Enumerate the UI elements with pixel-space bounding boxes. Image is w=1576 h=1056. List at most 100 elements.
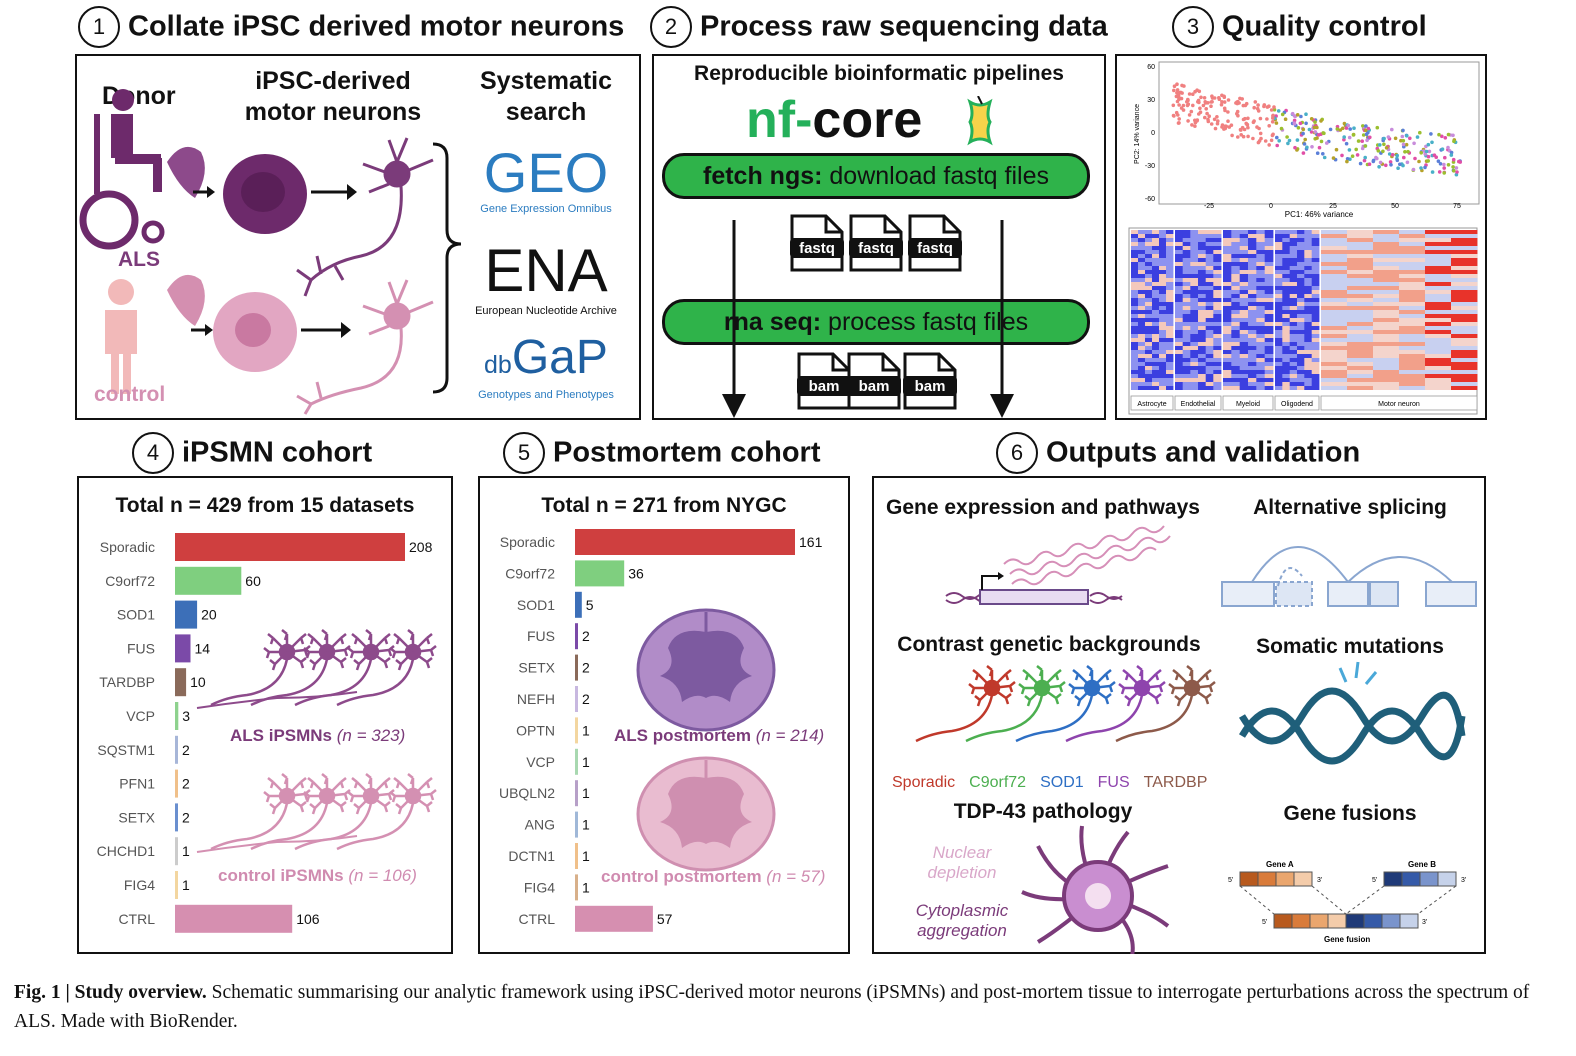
- heatmap-cell: [1289, 310, 1298, 314]
- pca-point: [1322, 155, 1327, 160]
- heatmap-cell: [1131, 362, 1139, 366]
- pca-point: [1270, 120, 1275, 124]
- heatmap-label: Oligodend: [1281, 401, 1313, 408]
- heatmap-cell: [1190, 302, 1199, 306]
- heatmap-cell: [1198, 302, 1207, 306]
- heatmap-cell: [1182, 382, 1191, 386]
- heatmap-cell: [1264, 290, 1274, 294]
- pca-point: [1295, 113, 1300, 117]
- heatmap-cell: [1256, 318, 1265, 322]
- bar-category-label: CTRL: [518, 911, 555, 927]
- pca-point: [1309, 117, 1314, 121]
- heatmap-cell: [1205, 250, 1214, 254]
- pca-point: [1190, 123, 1194, 127]
- heatmap-cell: [1264, 262, 1274, 266]
- heatmap-cell: [1223, 250, 1232, 254]
- pca-point: [1246, 134, 1250, 139]
- heatmap-cell: [1282, 334, 1290, 338]
- pca-point: [1386, 135, 1391, 139]
- heatmap-cell: [1213, 342, 1222, 346]
- heatmap-cell: [1166, 326, 1174, 330]
- heatmap-cell: [1297, 278, 1305, 282]
- bar-category-label: TARDBP: [99, 674, 155, 690]
- pca-point: [1371, 158, 1376, 163]
- heatmap-cell: [1264, 338, 1274, 342]
- pca-point: [1276, 109, 1281, 113]
- heatmap-cell: [1425, 370, 1452, 374]
- heatmap-cell: [1282, 362, 1290, 366]
- heatmap-cell: [1145, 298, 1153, 302]
- heatmap-cell: [1182, 318, 1191, 322]
- heatmap-cell: [1213, 250, 1222, 254]
- heatmap-cell: [1373, 382, 1400, 386]
- heatmap-cell: [1373, 278, 1400, 282]
- neuron-icon: [915, 665, 1016, 743]
- heatmap-cell: [1138, 258, 1146, 262]
- heatmap-cell: [1152, 378, 1160, 382]
- pca-xtick: 50: [1391, 203, 1399, 210]
- heatmap-cell: [1321, 262, 1348, 266]
- heatmap-cell: [1297, 334, 1305, 338]
- heatmap-cell: [1152, 386, 1160, 390]
- heatmap-cell: [1373, 334, 1400, 338]
- pca-point: [1358, 161, 1363, 166]
- heatmap-cell: [1399, 266, 1426, 270]
- pca-point: [1396, 166, 1400, 170]
- heatmap-cell: [1166, 294, 1174, 298]
- heatmap-cell: [1182, 238, 1191, 242]
- five-prime-b: 5': [1372, 877, 1377, 884]
- heatmap-cell: [1175, 322, 1184, 326]
- heatmap-cell: [1205, 314, 1214, 318]
- heatmap-cell: [1175, 266, 1184, 270]
- heatmap-cell: [1275, 314, 1283, 318]
- heatmap-cell: [1239, 298, 1249, 302]
- heatmap-cell: [1347, 346, 1374, 350]
- pca-point: [1191, 92, 1195, 96]
- heatmap-cell: [1425, 362, 1452, 366]
- heatmap-cell: [1248, 314, 1257, 318]
- panel-2-title: 2 Process raw sequencing data: [650, 6, 1108, 48]
- heatmap-cell: [1264, 286, 1274, 290]
- heatmap-cell: [1166, 350, 1174, 354]
- pca-point: [1310, 145, 1314, 149]
- heatmap-cell: [1289, 302, 1298, 306]
- heatmap-cell: [1399, 306, 1426, 310]
- heatmap-cell: [1373, 386, 1400, 390]
- heatmap-cell: [1399, 374, 1426, 378]
- heatmap-cell: [1256, 382, 1265, 386]
- heatmap-cell: [1138, 334, 1146, 338]
- bar: [175, 566, 242, 595]
- heatmap-cell: [1248, 262, 1257, 266]
- heatmap-cell: [1256, 330, 1265, 334]
- heatmap-cell: [1166, 290, 1174, 294]
- pca-xtick: 0: [1269, 203, 1273, 210]
- heatmap-cell: [1152, 286, 1160, 290]
- pca-point: [1390, 127, 1394, 132]
- heatmap-cell: [1205, 242, 1214, 246]
- heatmap-cell: [1373, 310, 1400, 314]
- heatmap-cell: [1205, 366, 1214, 370]
- motor-neuron-icon-control: [296, 279, 434, 415]
- heatmap-cell: [1138, 306, 1146, 310]
- heatmap-cell: [1451, 318, 1478, 322]
- heatmap-cell: [1145, 262, 1153, 266]
- heatmap-cell: [1190, 350, 1199, 354]
- heatmap-cell: [1289, 342, 1298, 346]
- heatmap-cell: [1182, 302, 1191, 306]
- heatmap-cell: [1311, 238, 1320, 242]
- bar-category-label: CHCHD1: [97, 843, 156, 859]
- pca-point: [1417, 159, 1421, 164]
- pca-point: [1449, 153, 1454, 157]
- heatmap-cell: [1311, 302, 1320, 306]
- heatmap-cell: [1131, 266, 1139, 270]
- heatmap-cell: [1264, 242, 1274, 246]
- pca-point: [1442, 166, 1446, 170]
- heatmap-cell: [1145, 258, 1153, 262]
- bar: [175, 600, 198, 629]
- heatmap-cell: [1166, 322, 1174, 326]
- heatmap-cell: [1399, 362, 1426, 366]
- heatmap-cell: [1239, 258, 1249, 262]
- heatmap-cell: [1213, 262, 1222, 266]
- heatmap-cell: [1223, 326, 1232, 330]
- heatmap-cell: [1166, 274, 1174, 278]
